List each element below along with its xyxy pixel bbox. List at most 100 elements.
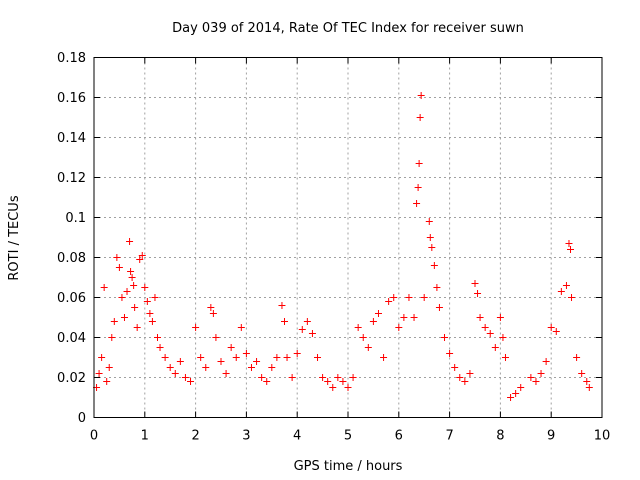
data-point [100, 284, 108, 291]
data-point [344, 384, 352, 391]
data-point [303, 318, 311, 325]
data-point [212, 334, 220, 341]
y-tick-label: 0.04 [57, 331, 86, 346]
data-point [293, 350, 301, 357]
data-point [578, 370, 586, 377]
grid-layer [94, 57, 602, 418]
data-point [263, 378, 271, 385]
data-point [108, 334, 116, 341]
data-point [209, 310, 217, 317]
data-point [374, 310, 382, 317]
data-point [474, 290, 482, 297]
data-point [202, 364, 210, 371]
data-point [171, 370, 179, 377]
data-point [385, 298, 393, 305]
data-point [151, 294, 159, 301]
data-point [547, 324, 555, 331]
data-point [156, 344, 164, 351]
data-point [118, 294, 126, 301]
data-point [207, 304, 215, 311]
data-point [364, 344, 372, 351]
data-point [413, 200, 421, 207]
data-point [428, 244, 436, 251]
x-axis-label: GPS time / hours [294, 459, 403, 474]
data-point [281, 318, 288, 325]
data-point [187, 378, 195, 385]
data-point [537, 370, 545, 377]
data-point [349, 374, 357, 381]
data-point [491, 344, 499, 351]
data-point [154, 334, 161, 341]
data-point [532, 378, 540, 385]
data-point [329, 384, 337, 391]
data-point [334, 374, 342, 381]
data-point [517, 384, 525, 391]
data-points [93, 92, 593, 401]
data-point [552, 328, 560, 335]
data-point [461, 378, 469, 385]
data-point [115, 264, 123, 271]
data-point [501, 354, 509, 361]
data-point [400, 314, 408, 321]
data-point [359, 334, 367, 341]
data-point [133, 324, 141, 331]
data-point [324, 378, 332, 385]
data-point [567, 246, 575, 253]
data-point [273, 354, 281, 361]
x-tick-label: 6 [395, 429, 403, 444]
x-tick-label: 5 [344, 429, 352, 444]
data-point [405, 294, 413, 301]
data-point [95, 370, 103, 377]
x-tick-label: 10 [594, 429, 611, 444]
data-point [288, 374, 296, 381]
data-point [130, 282, 138, 289]
data-point [542, 358, 550, 365]
ticks-layer: 0 0.02 0.04 0.06 0.08 0.1 0.12 0.14 0.16 0.18 0 1 2 3… [57, 51, 610, 444]
data-point [278, 302, 286, 309]
data-point [499, 334, 507, 341]
data-point [414, 184, 422, 191]
plot-frame [93, 57, 603, 418]
data-point [131, 304, 139, 311]
data-point [127, 268, 135, 275]
data-point [253, 358, 261, 365]
data-point [568, 294, 576, 301]
data-point [146, 310, 154, 317]
data-point [120, 314, 128, 321]
data-point [390, 294, 398, 301]
data-point [136, 256, 144, 263]
data-point [507, 394, 515, 401]
data-point [242, 350, 250, 357]
data-point [268, 364, 276, 371]
x-tick-label: 4 [293, 429, 301, 444]
x-tick-label: 2 [191, 429, 199, 444]
data-point [420, 294, 428, 301]
x-tick-label: 7 [445, 429, 453, 444]
data-point [486, 330, 494, 337]
data-point [128, 274, 136, 281]
data-point [557, 288, 565, 295]
data-point [148, 318, 156, 325]
data-point [410, 314, 418, 321]
data-point [430, 262, 438, 269]
data-point [298, 326, 306, 333]
data-point [425, 218, 433, 225]
data-point [451, 364, 459, 371]
data-point [181, 374, 189, 381]
data-point [496, 314, 504, 321]
data-point [126, 238, 134, 245]
y-tick-label: 0.14 [57, 131, 86, 146]
data-point [197, 354, 205, 361]
data-point [161, 354, 169, 361]
data-point [105, 364, 113, 371]
data-point [176, 358, 184, 365]
data-point [319, 374, 327, 381]
data-point [141, 284, 149, 291]
data-point [417, 92, 425, 99]
data-point [583, 378, 591, 385]
data-point [527, 374, 535, 381]
x-tick-label: 0 [90, 429, 98, 444]
data-point [573, 354, 581, 361]
data-point [446, 350, 454, 357]
